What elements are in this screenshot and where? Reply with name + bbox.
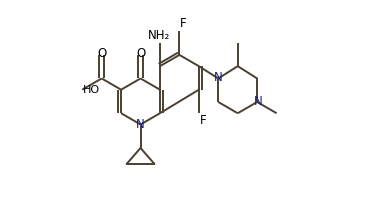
Text: N: N	[254, 95, 262, 109]
Text: F: F	[199, 114, 206, 127]
Text: O: O	[97, 47, 106, 60]
Text: N: N	[136, 118, 145, 131]
Text: F: F	[180, 17, 187, 30]
Text: O: O	[136, 47, 145, 60]
Text: NH₂: NH₂	[148, 29, 170, 42]
Text: HO: HO	[83, 85, 100, 95]
Text: N: N	[214, 71, 223, 84]
